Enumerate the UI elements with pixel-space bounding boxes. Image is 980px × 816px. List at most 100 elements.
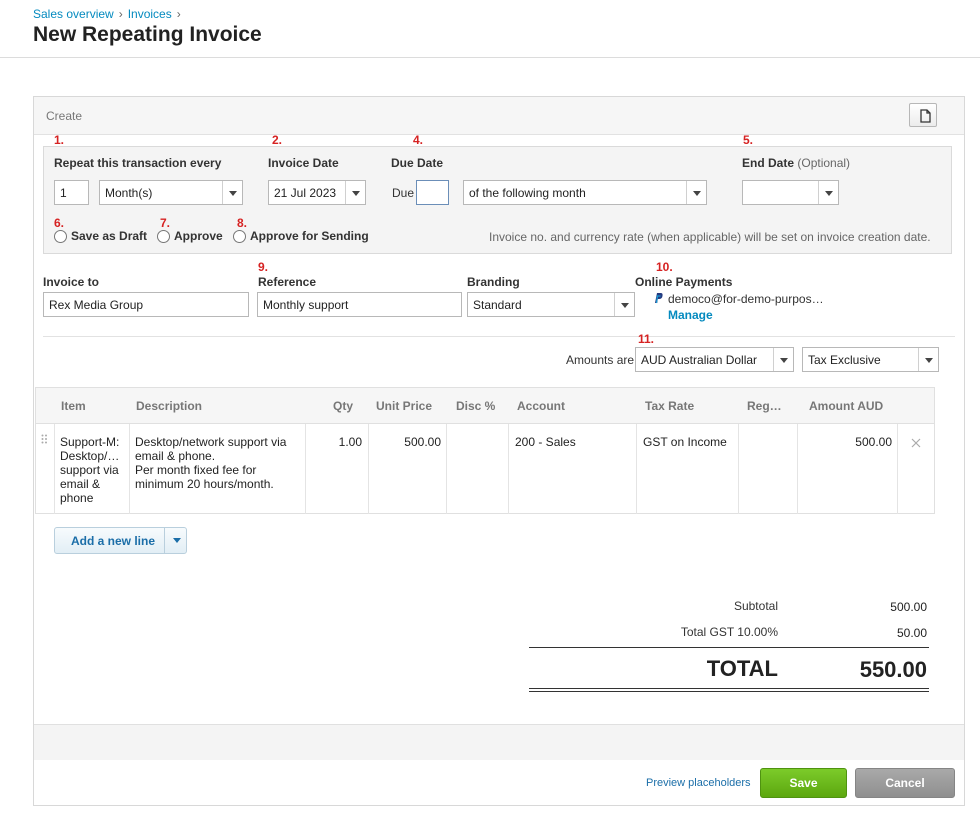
- creation-note: Invoice no. and currency rate (when appl…: [489, 230, 931, 244]
- item-line: Support-M:: [60, 435, 120, 449]
- footer-bar: [34, 724, 964, 760]
- create-label: Create: [46, 109, 83, 123]
- chevron-down-icon: [818, 181, 838, 204]
- manage-link[interactable]: Manage: [668, 308, 713, 322]
- totals-double-rule-bottom: [529, 691, 929, 692]
- chevron-down-icon[interactable]: [173, 538, 181, 543]
- radio-approve[interactable]: Approve: [157, 229, 223, 243]
- online-payments-label: Online Payments: [635, 275, 733, 289]
- radio-label: Approve for Sending: [250, 229, 369, 243]
- subtotal-value: 500.00: [890, 600, 927, 614]
- copy-button[interactable]: [909, 103, 937, 127]
- panel-header: Create: [34, 97, 964, 135]
- breadcrumb: Sales overview › Invoices ›: [33, 7, 186, 21]
- chevron-down-icon: [918, 348, 938, 371]
- cell-tax-rate[interactable]: GST on Income: [637, 424, 739, 514]
- branding-select[interactable]: Standard: [467, 292, 635, 317]
- description-line: minimum 20 hours/month.: [135, 477, 274, 491]
- marker-2: 2.: [272, 133, 283, 147]
- reference-input[interactable]: Monthly support: [257, 292, 462, 317]
- tax-mode-select[interactable]: Tax Exclusive: [802, 347, 939, 372]
- invoice-date-value: 21 Jul 2023: [274, 186, 337, 200]
- description-line: email & phone.: [135, 449, 216, 463]
- gst-value: 50.00: [896, 626, 927, 640]
- invoice-to-label: Invoice to: [43, 275, 100, 289]
- line-items-table: Item Description Qty Unit Price Disc % A…: [35, 387, 935, 514]
- delete-row-cell[interactable]: [898, 424, 934, 514]
- marker-1: 1.: [54, 133, 65, 147]
- drag-handle-icon: [41, 434, 47, 444]
- cell-disc[interactable]: [447, 424, 509, 514]
- radio-save-as-draft[interactable]: Save as Draft: [54, 229, 147, 243]
- cell-description[interactable]: Desktop/network support via email & phon…: [130, 424, 306, 514]
- period-value: Month(s): [105, 186, 153, 200]
- end-date-label: End Date (Optional): [742, 156, 850, 170]
- cancel-button[interactable]: Cancel: [855, 768, 955, 798]
- item-line: Desktop/…: [60, 449, 120, 463]
- item-line: email &: [60, 477, 101, 491]
- add-line-button[interactable]: Add a new line: [54, 527, 187, 554]
- save-button[interactable]: Save: [760, 768, 847, 798]
- radio-approve-for-sending[interactable]: Approve for Sending: [233, 229, 369, 243]
- drag-handle-cell[interactable]: [36, 424, 55, 514]
- totals-rule: [529, 647, 929, 648]
- description-line: Desktop/network support via: [135, 435, 287, 449]
- cell-amount[interactable]: 500.00: [798, 424, 898, 514]
- end-date-optional: (Optional): [797, 156, 851, 170]
- branding-label: Branding: [467, 275, 520, 289]
- header-amount: Amount AUD: [809, 399, 884, 413]
- header-disc: Disc %: [456, 399, 496, 413]
- header-region: Reg…: [747, 399, 782, 413]
- due-day-input[interactable]: [416, 180, 449, 205]
- tax-rate-value: GST on Income: [643, 435, 727, 449]
- item-text: Support-M: Desktop/… support via email &…: [60, 435, 119, 505]
- paypal-icon: [655, 293, 663, 304]
- interval-input[interactable]: 1: [54, 180, 89, 205]
- marker-6: 6.: [54, 216, 65, 230]
- breadcrumb-separator: ›: [118, 7, 123, 21]
- marker-10: 10.: [656, 260, 673, 274]
- total-value: 550.00: [859, 657, 927, 682]
- cell-region[interactable]: [739, 424, 798, 514]
- description-line: Per month fixed fee for: [135, 463, 257, 477]
- repeat-label: Repeat this transaction every: [54, 156, 222, 170]
- cell-qty[interactable]: 1.00: [306, 424, 369, 514]
- cell-unit-price[interactable]: 500.00: [369, 424, 447, 514]
- close-icon[interactable]: [911, 438, 921, 448]
- header-description: Description: [136, 399, 203, 413]
- chevron-down-icon: [222, 181, 242, 204]
- due-term-select[interactable]: of the following month: [463, 180, 707, 205]
- marker-8: 8.: [237, 216, 248, 230]
- invoice-to-input[interactable]: Rex Media Group: [43, 292, 249, 317]
- cell-item[interactable]: Support-M: Desktop/… support via email &…: [55, 424, 130, 514]
- currency-select[interactable]: AUD Australian Dollar: [635, 347, 794, 372]
- radio-label: Approve: [174, 229, 223, 243]
- cell-account[interactable]: 200 - Sales: [509, 424, 637, 514]
- invoice-date-picker[interactable]: 21 Jul 2023: [268, 180, 366, 205]
- item-line: phone: [60, 491, 94, 505]
- due-term-value: of the following month: [469, 186, 586, 200]
- chevron-down-icon: [614, 293, 634, 316]
- period-select[interactable]: Month(s): [99, 180, 243, 205]
- marker-5: 5.: [743, 133, 754, 147]
- end-date-picker[interactable]: [742, 180, 839, 205]
- table-header: Item Description Qty Unit Price Disc % A…: [36, 388, 934, 424]
- marker-4: 4.: [413, 133, 424, 147]
- radio-circle: [54, 229, 67, 243]
- unit-price-value: 500.00: [404, 435, 441, 449]
- qty-value: 1.00: [338, 435, 362, 449]
- preview-placeholders-link[interactable]: Preview placeholders: [646, 777, 751, 789]
- invoice-date-label: Invoice Date: [268, 156, 339, 170]
- chevron-down-icon: [686, 181, 706, 204]
- page-header: Sales overview › Invoices › New Repeating I…: [0, 0, 980, 58]
- breadcrumb-sales-overview[interactable]: Sales overview: [33, 7, 114, 21]
- breadcrumb-invoices[interactable]: Invoices: [127, 7, 172, 21]
- marker-7: 7.: [160, 216, 171, 230]
- radio-label: Save as Draft: [71, 229, 148, 243]
- page-title: New Repeating Invoice: [33, 23, 262, 46]
- chevron-down-icon: [773, 348, 793, 371]
- header-unit-price: Unit Price: [376, 399, 433, 413]
- radio-circle: [157, 229, 170, 243]
- item-line: support via: [60, 463, 119, 477]
- header-item: Item: [61, 399, 86, 413]
